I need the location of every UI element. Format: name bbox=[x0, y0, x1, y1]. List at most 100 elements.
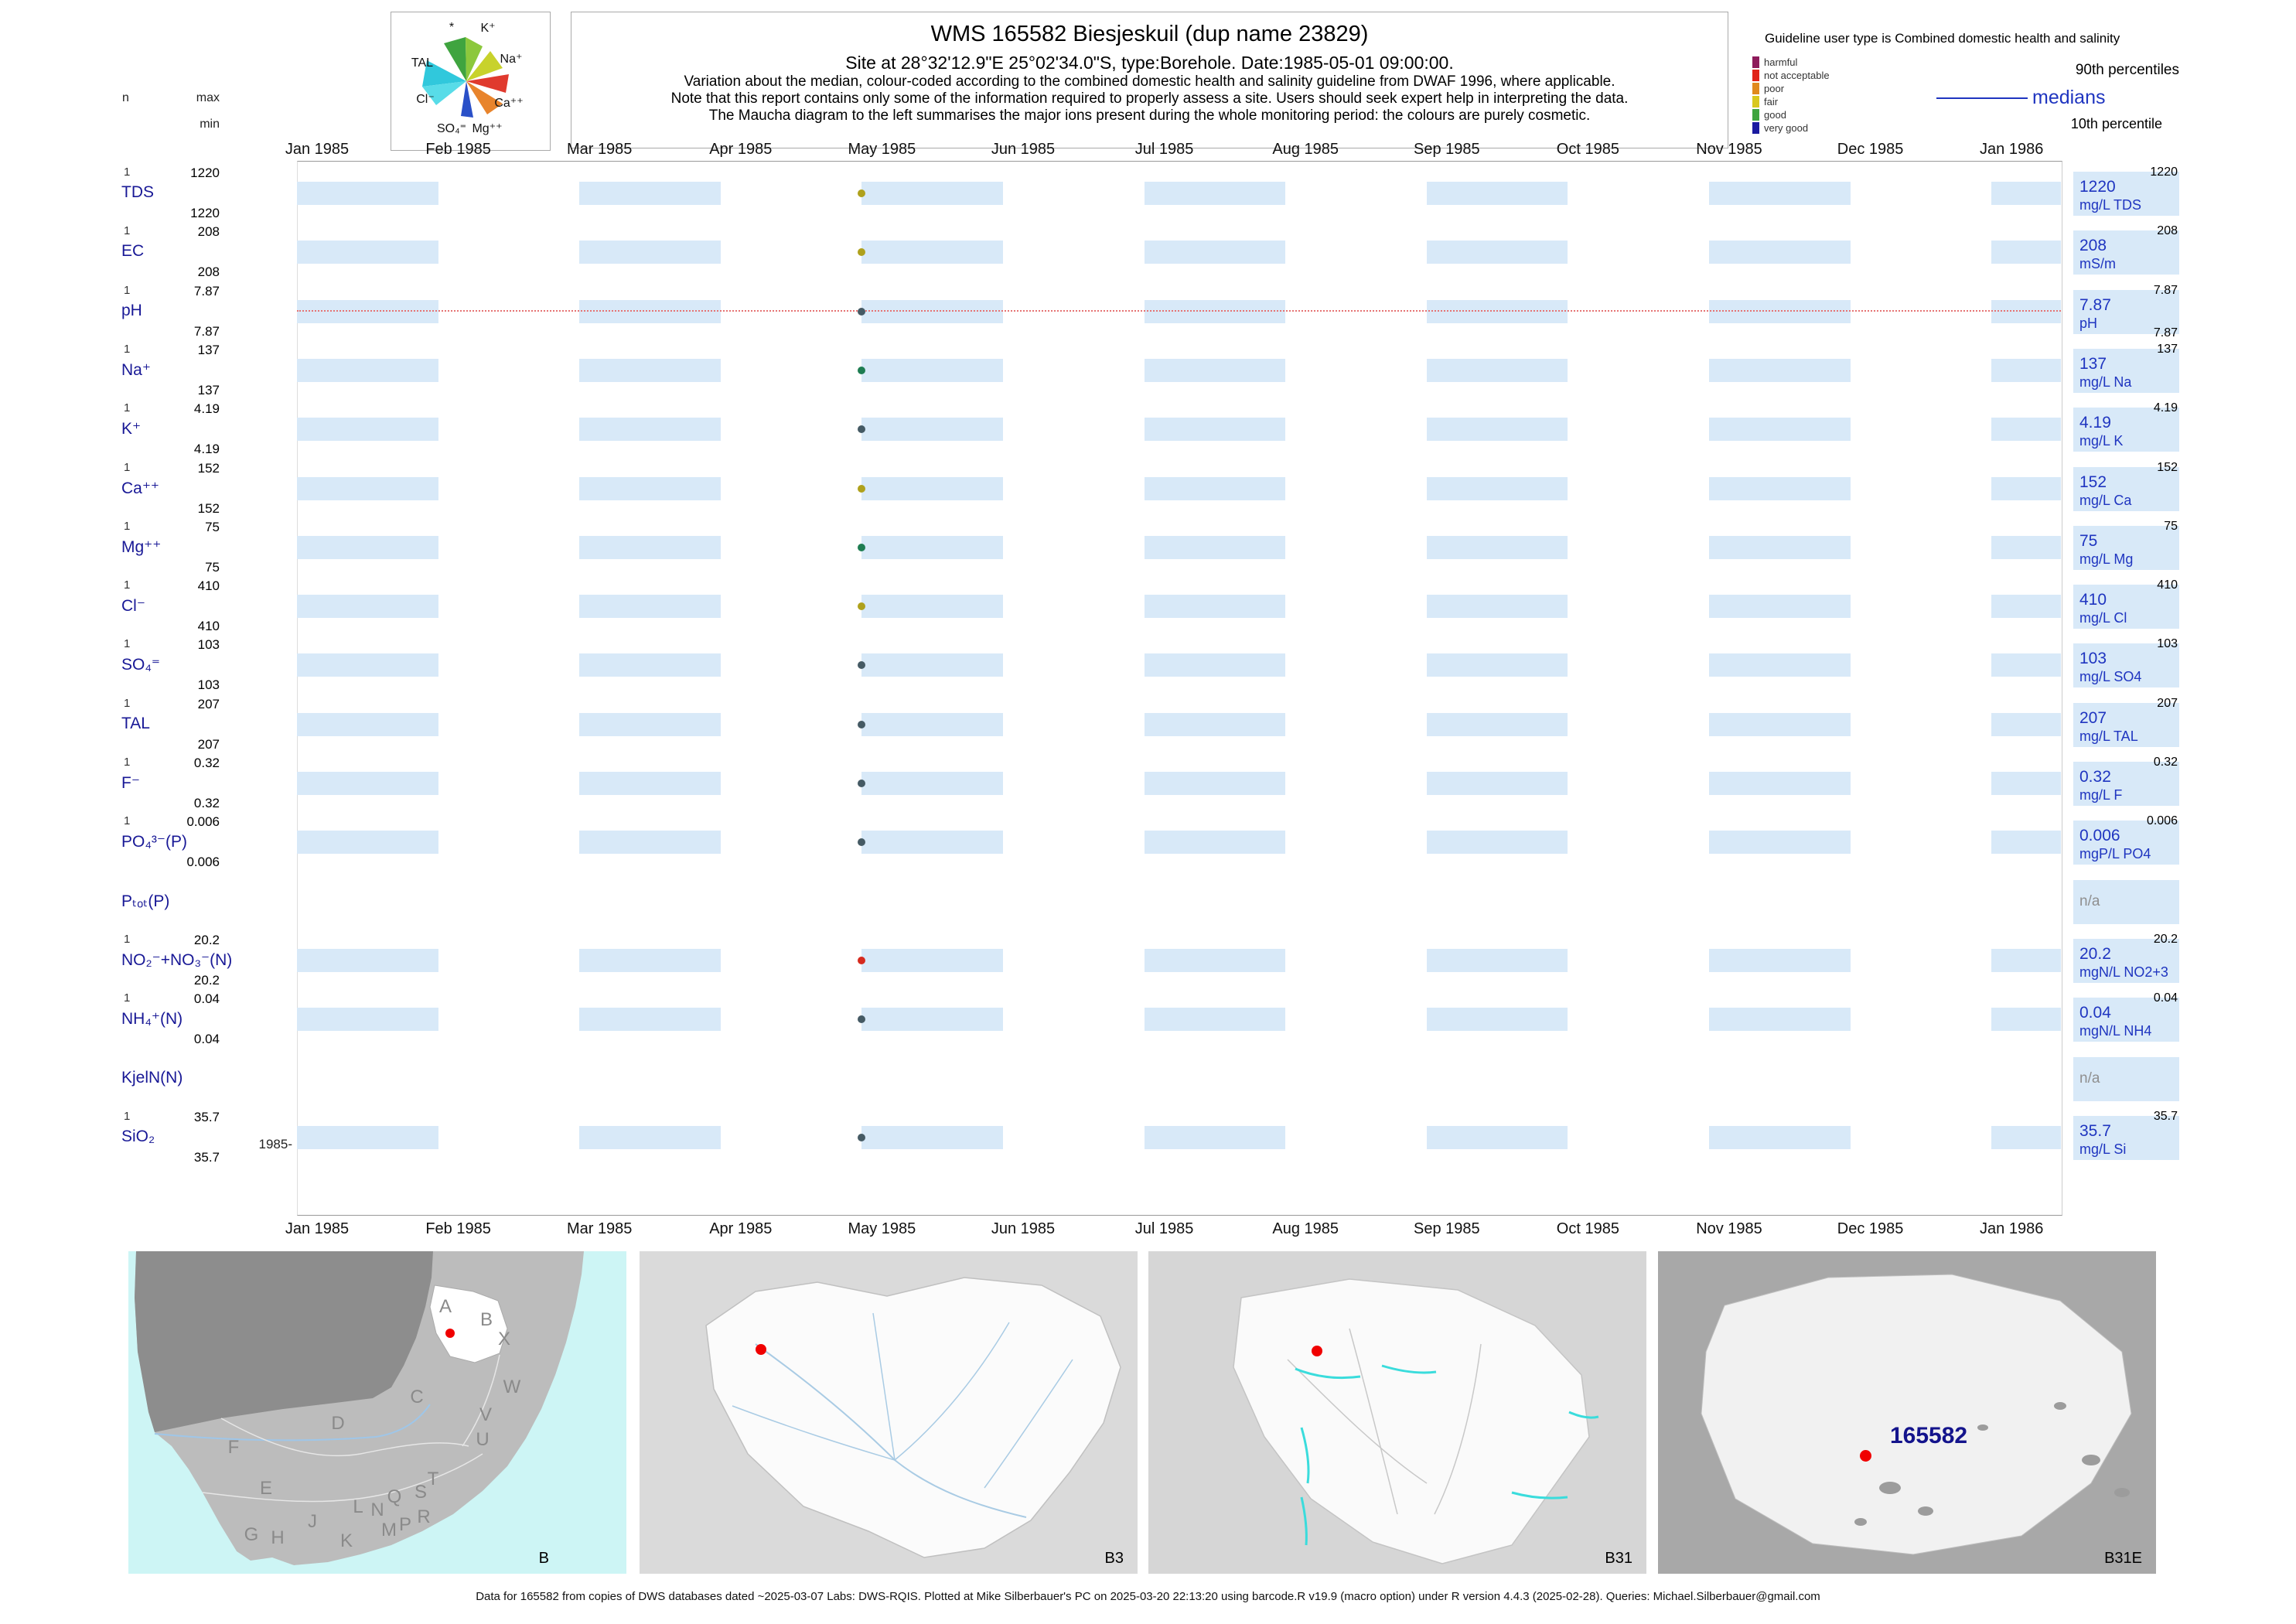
median-value: 4.19 bbox=[2079, 414, 2111, 432]
map-label-b31e: B31E bbox=[2104, 1550, 2142, 1567]
drainage-region-letter: E bbox=[259, 1478, 273, 1499]
guideline-color-swatch bbox=[1752, 70, 1759, 81]
median-value: 75 bbox=[2079, 531, 2098, 550]
p90-value: 103 bbox=[2157, 637, 2178, 651]
month-band bbox=[1144, 476, 1286, 500]
month-band bbox=[1709, 299, 1851, 323]
month-band bbox=[861, 1125, 1003, 1149]
b31e-catchment-map-image bbox=[1658, 1251, 2156, 1574]
month-band bbox=[1991, 299, 2061, 323]
p90-legend-label: 90th percentiles bbox=[2075, 62, 2179, 78]
parameter-row: 1 0.04 NH₄⁺(N) 0.04 0.04 mgN/L NH4 0.04 bbox=[0, 990, 2296, 1049]
month-band bbox=[297, 948, 438, 972]
drainage-region-letter: V bbox=[479, 1404, 493, 1425]
month-band bbox=[861, 772, 1003, 795]
timeline-band bbox=[297, 476, 2061, 500]
parameter-row: KjelN(N) n/a bbox=[0, 1049, 2296, 1108]
month-band bbox=[579, 535, 721, 559]
month-band bbox=[1144, 948, 1286, 972]
maucha-ion-label: Na⁺ bbox=[500, 53, 523, 66]
month-band bbox=[1709, 1008, 1851, 1032]
month-band bbox=[1709, 772, 1851, 795]
country-map-image bbox=[128, 1251, 626, 1574]
month-band bbox=[297, 299, 438, 323]
max-value: 7.87 bbox=[193, 283, 220, 299]
data-point bbox=[858, 1133, 866, 1141]
month-band bbox=[861, 182, 1003, 205]
parameter-label: SO₄⁼ bbox=[121, 656, 160, 674]
parameter-label: pH bbox=[121, 301, 142, 319]
maucha-ion-label: TAL bbox=[411, 56, 434, 70]
unit-label: mg/L TAL bbox=[2079, 728, 2138, 744]
b3-catchment-map-image bbox=[640, 1251, 1138, 1574]
data-point bbox=[858, 189, 866, 197]
month-label: Jun 1985 bbox=[991, 1220, 1056, 1237]
month-band bbox=[579, 772, 721, 795]
median-value: 1220 bbox=[2079, 178, 2116, 196]
parameter-label: SiO₂ bbox=[121, 1127, 155, 1145]
stats-panel: 137 mg/L Na bbox=[2073, 348, 2179, 393]
month-band bbox=[861, 712, 1003, 736]
max-value: 103 bbox=[197, 637, 220, 653]
min-value: 410 bbox=[197, 619, 220, 634]
month-band bbox=[1991, 948, 2061, 972]
parameter-label: Ca⁺⁺ bbox=[121, 479, 160, 497]
month-band bbox=[1709, 831, 1851, 855]
median-value: 137 bbox=[2079, 354, 2107, 373]
month-band bbox=[1426, 299, 1568, 323]
max-value: 0.04 bbox=[193, 991, 220, 1007]
month-band bbox=[1144, 653, 1286, 677]
guideline-color-swatch bbox=[1752, 96, 1759, 107]
month-band bbox=[1709, 182, 1851, 205]
parameter-row: 1 75 Mg⁺⁺ 75 75 mg/L Mg 75 bbox=[0, 518, 2296, 577]
unit-label: mg/L Na bbox=[2079, 374, 2132, 390]
month-label: Jan 1985 bbox=[285, 141, 350, 158]
unit-label: mg/L F bbox=[2079, 787, 2123, 803]
month-band bbox=[1144, 595, 1286, 619]
data-point bbox=[858, 543, 866, 551]
unit-label: mgN/L NH4 bbox=[2079, 1023, 2152, 1039]
stats-panel: 0.04 mgN/L NH4 bbox=[2073, 998, 2179, 1042]
month-band bbox=[1709, 358, 1851, 382]
data-point bbox=[858, 956, 866, 964]
month-band bbox=[579, 831, 721, 855]
month-band bbox=[1426, 595, 1568, 619]
min-value: 0.04 bbox=[193, 1032, 220, 1047]
guideline-color-swatch bbox=[1752, 56, 1759, 68]
month-band bbox=[579, 1008, 721, 1032]
sample-count: 1 bbox=[124, 460, 131, 474]
month-label: Feb 1985 bbox=[425, 141, 491, 158]
min-value: 103 bbox=[197, 677, 220, 693]
parameter-label: Na⁺ bbox=[121, 360, 151, 379]
timeline-band bbox=[297, 831, 2061, 855]
drainage-region-letter: G bbox=[244, 1524, 259, 1545]
median-value: 0.32 bbox=[2079, 768, 2111, 786]
stats-panel: 75 mg/L Mg bbox=[2073, 525, 2179, 570]
guideline-level-label: good bbox=[1764, 109, 1786, 121]
month-label: Jan 1986 bbox=[1980, 141, 2044, 158]
min-value: 208 bbox=[197, 264, 220, 280]
unit-label: mg/L SO4 bbox=[2079, 669, 2142, 685]
month-label: Jun 1985 bbox=[991, 141, 1056, 158]
sample-count: 1 bbox=[124, 991, 131, 1005]
parameter-row: Pₜₒₜ(P) n/a bbox=[0, 872, 2296, 931]
timeline-chart-frame bbox=[297, 161, 2062, 1216]
month-band bbox=[1709, 948, 1851, 972]
min-value: 4.19 bbox=[193, 442, 220, 457]
min-value: 207 bbox=[197, 736, 220, 752]
drainage-region-letter: K bbox=[339, 1530, 353, 1551]
median-value: 207 bbox=[2079, 708, 2107, 727]
guideline-level: harmful bbox=[1752, 56, 1830, 69]
map-label-b31: B31 bbox=[1605, 1550, 1632, 1567]
sample-count: 1 bbox=[124, 224, 131, 238]
sample-count: 1 bbox=[124, 756, 131, 769]
sample-count: 1 bbox=[124, 814, 131, 828]
timeline-band bbox=[297, 1067, 2061, 1090]
median-value: 152 bbox=[2079, 473, 2107, 491]
page-title: WMS 165582 Biesjeskuil (dup name 23829) bbox=[930, 22, 1369, 46]
month-band bbox=[297, 535, 438, 559]
guideline-level-label: very good bbox=[1764, 122, 1809, 134]
p90-value: 4.19 bbox=[2153, 401, 2178, 415]
guideline-legend-title: Guideline user type is Combined domestic… bbox=[1765, 31, 2120, 46]
stats-panel: 35.7 mg/L Si bbox=[2073, 1115, 2179, 1160]
